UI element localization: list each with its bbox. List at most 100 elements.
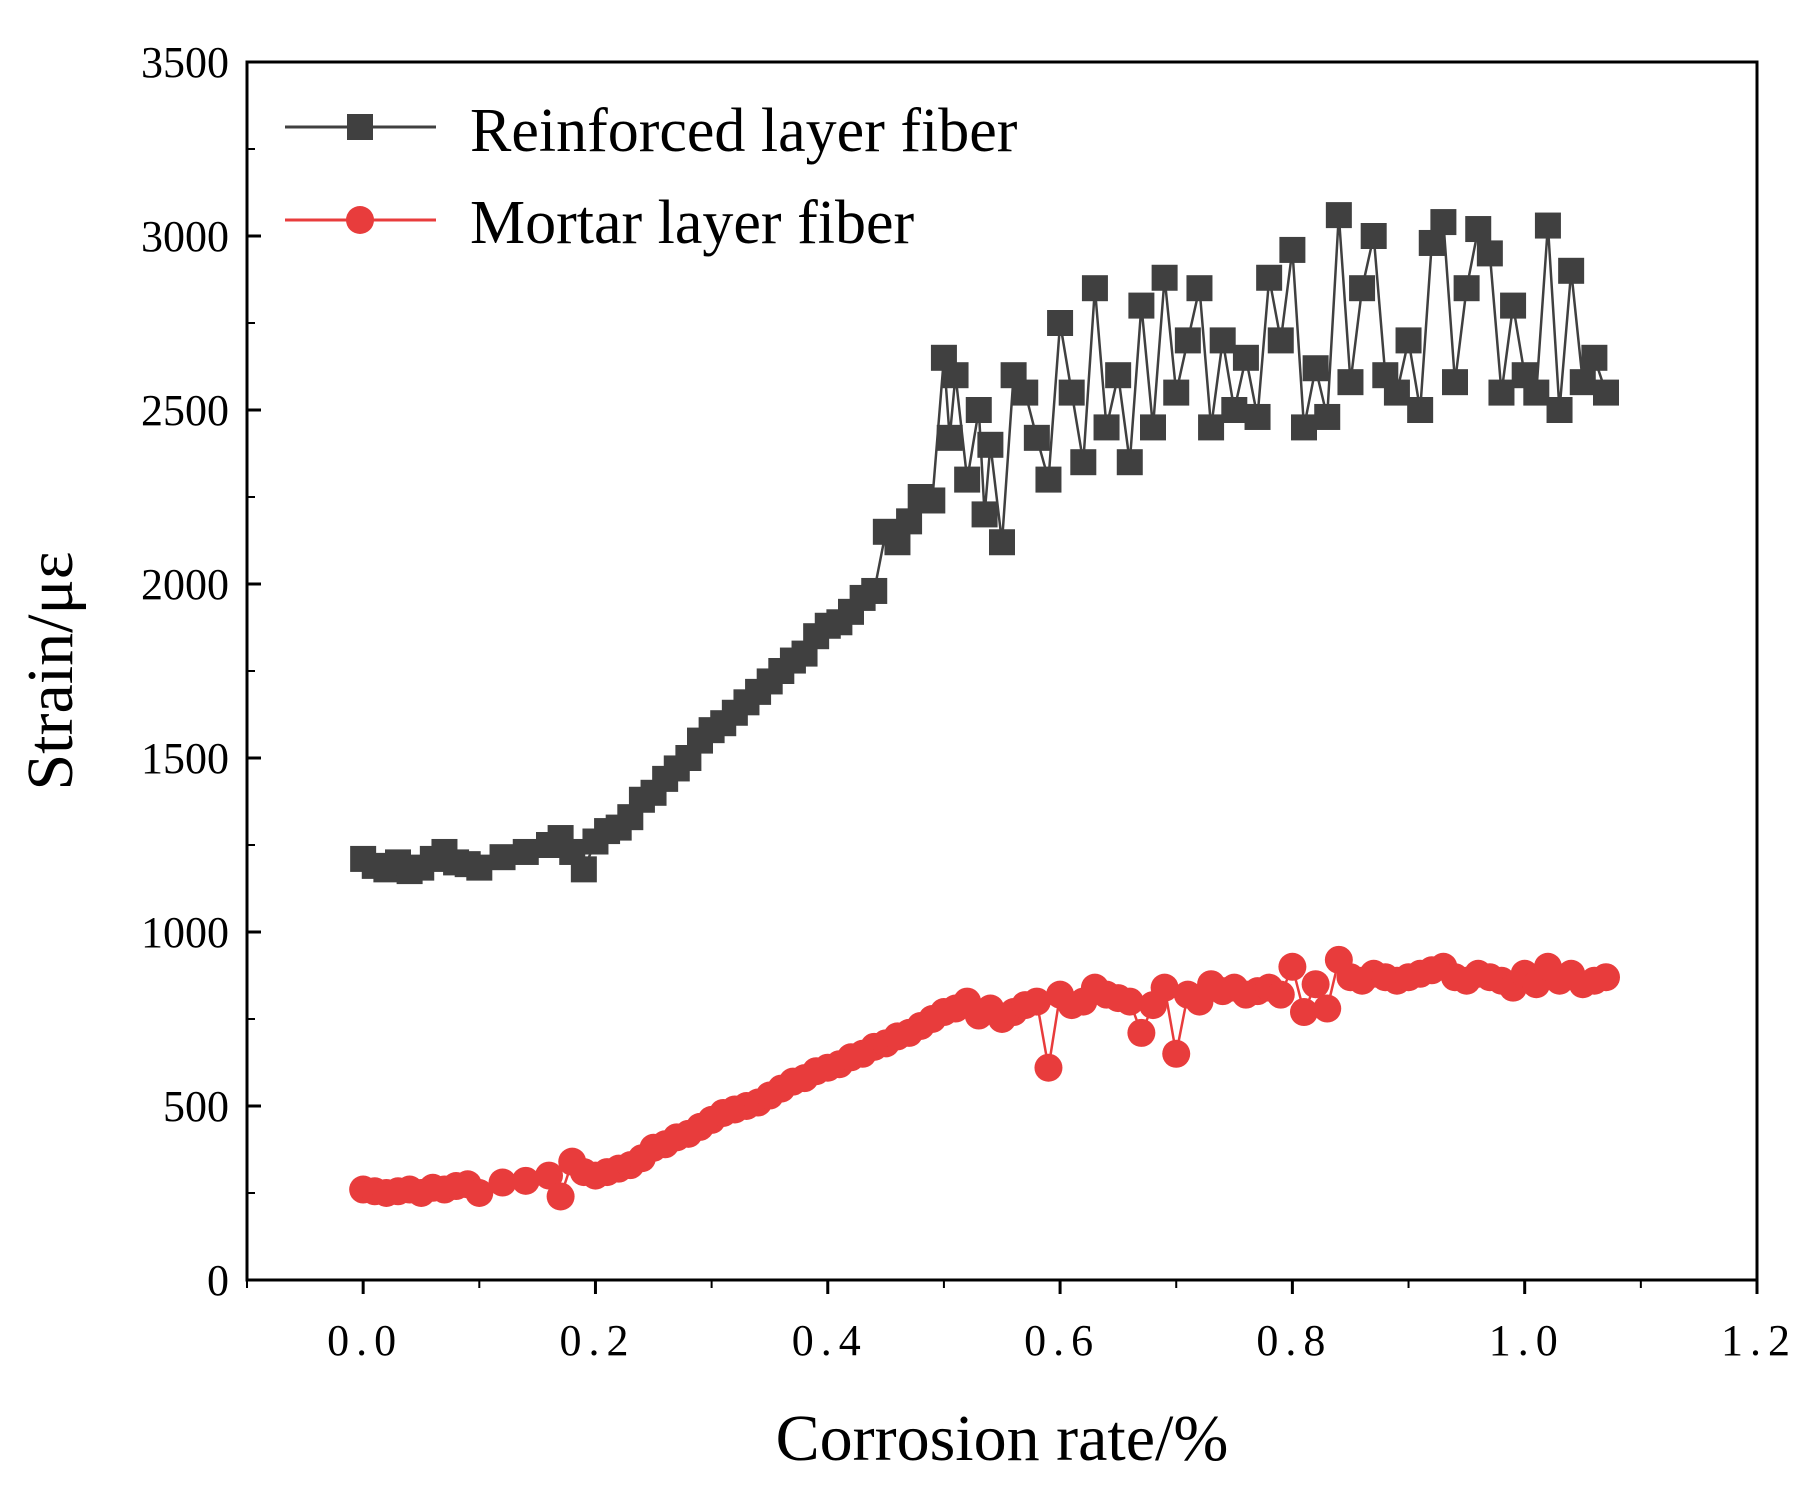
data-point-reinforced <box>942 362 969 389</box>
data-point-reinforced <box>989 529 1015 556</box>
data-point-mortar <box>1313 994 1342 1023</box>
data-point-reinforced <box>1232 344 1259 371</box>
data-point-reinforced <box>1453 275 1480 302</box>
data-point-reinforced <box>1012 379 1039 406</box>
data-point-reinforced <box>977 431 1004 458</box>
data-point-mortar <box>511 1166 540 1195</box>
legend-marker-reinforced <box>347 114 373 140</box>
data-point-reinforced <box>1244 403 1271 430</box>
data-point-reinforced <box>1314 403 1341 430</box>
data-point-reinforced <box>1209 327 1236 354</box>
data-point-reinforced <box>1476 240 1503 267</box>
data-point-reinforced <box>1023 424 1050 451</box>
data-point-mortar <box>1150 973 1179 1002</box>
data-point-reinforced <box>489 844 516 871</box>
data-point-reinforced <box>1593 379 1619 406</box>
y-tick-label: 2500 <box>141 386 229 435</box>
ticks-layer: 0 500 1000 1500 2000 2500 3000 3500 0.0 0.2 0.4 0.6… <box>141 38 1797 1365</box>
data-point-reinforced <box>896 508 923 535</box>
data-point-reinforced <box>1360 223 1387 249</box>
y-tick-label: 1500 <box>141 734 229 783</box>
x-tick-label: 0.6 <box>1024 1316 1100 1365</box>
data-point-reinforced <box>1279 236 1306 263</box>
y-axis-label: Strain/με <box>14 551 87 790</box>
data-point-mortar <box>1022 987 1051 1016</box>
legend-label-mortar: Mortar layer fiber <box>470 189 914 257</box>
legend-marker-mortar <box>346 206 374 234</box>
data-point-reinforced <box>512 838 539 865</box>
data-point-reinforced <box>1070 449 1097 476</box>
data-point-reinforced <box>1407 397 1434 423</box>
data-point-reinforced <box>1140 414 1166 441</box>
data-point-mortar <box>488 1168 517 1197</box>
y-tick-label: 0 <box>207 1256 229 1305</box>
data-point-mortar <box>1301 970 1330 999</box>
data-point-reinforced <box>1128 292 1155 319</box>
data-point-mortar <box>1162 1039 1191 1068</box>
data-point-reinforced <box>1163 379 1190 406</box>
data-point-mortar <box>546 1182 575 1211</box>
data-point-reinforced <box>1302 355 1329 382</box>
data-point-mortar <box>1278 952 1307 981</box>
data-point-reinforced <box>1442 369 1468 396</box>
data-point-reinforced <box>1198 414 1225 441</box>
series-layer <box>349 202 1620 1211</box>
data-point-reinforced <box>1291 414 1317 441</box>
legend: Reinforced layer fiber Mortar layer fibe… <box>285 97 1018 257</box>
data-point-mortar <box>1290 998 1318 1027</box>
data-point-reinforced <box>466 854 493 881</box>
data-point-mortar <box>465 1179 494 1207</box>
x-tick-label: 0.0 <box>327 1316 403 1365</box>
data-point-reinforced <box>1256 264 1283 291</box>
data-point-reinforced <box>1581 344 1608 371</box>
data-point-reinforced <box>1151 264 1178 291</box>
data-point-reinforced <box>1383 379 1410 406</box>
data-point-mortar <box>535 1161 563 1190</box>
data-point-reinforced <box>1337 369 1364 396</box>
data-point-reinforced <box>1058 379 1085 406</box>
x-tick-label: 0.4 <box>792 1316 868 1365</box>
y-tick-label: 2000 <box>141 560 229 609</box>
x-axis-label: Corrosion rate/% <box>776 1402 1229 1475</box>
data-point-reinforced <box>1221 397 1248 423</box>
data-point-reinforced <box>1430 209 1457 236</box>
data-point-reinforced <box>971 501 998 528</box>
data-point-mortar <box>1034 1053 1063 1082</box>
x-tick-label: 1.2 <box>1721 1316 1797 1365</box>
data-point-mortar <box>1115 987 1144 1016</box>
data-point-reinforced <box>1500 292 1527 319</box>
legend-label-reinforced: Reinforced layer fiber <box>470 97 1018 165</box>
data-point-reinforced <box>1047 310 1074 336</box>
data-point-reinforced <box>1105 362 1132 389</box>
data-point-reinforced <box>1325 202 1352 229</box>
data-point-reinforced <box>1395 327 1422 354</box>
y-tick-label: 3000 <box>141 212 229 261</box>
y-tick-label: 3500 <box>141 38 229 87</box>
x-tick-label: 0.2 <box>559 1316 635 1365</box>
data-point-reinforced <box>965 397 992 423</box>
series-reinforced <box>350 202 1619 885</box>
data-point-reinforced <box>1349 275 1376 302</box>
data-point-reinforced <box>861 577 888 604</box>
y-tick-label: 500 <box>163 1082 229 1131</box>
data-point-reinforced <box>1116 449 1143 476</box>
data-point-reinforced <box>1093 414 1120 441</box>
data-point-reinforced <box>1534 212 1561 239</box>
data-point-mortar <box>1127 1018 1156 1047</box>
data-point-reinforced <box>919 487 946 514</box>
data-point-reinforced <box>954 466 981 493</box>
data-point-reinforced <box>1081 275 1108 302</box>
data-point-reinforced <box>1035 466 1062 493</box>
data-point-mortar <box>1266 980 1295 1009</box>
data-point-reinforced <box>1569 369 1596 396</box>
data-point-reinforced <box>1558 257 1585 284</box>
x-tick-label: 0.8 <box>1256 1316 1332 1365</box>
data-point-reinforced <box>1465 216 1492 243</box>
data-point-reinforced <box>1488 379 1515 406</box>
data-point-mortar <box>1592 963 1620 992</box>
data-point-reinforced <box>1186 275 1213 302</box>
data-point-reinforced <box>1174 327 1201 354</box>
data-point-reinforced <box>1523 379 1550 406</box>
